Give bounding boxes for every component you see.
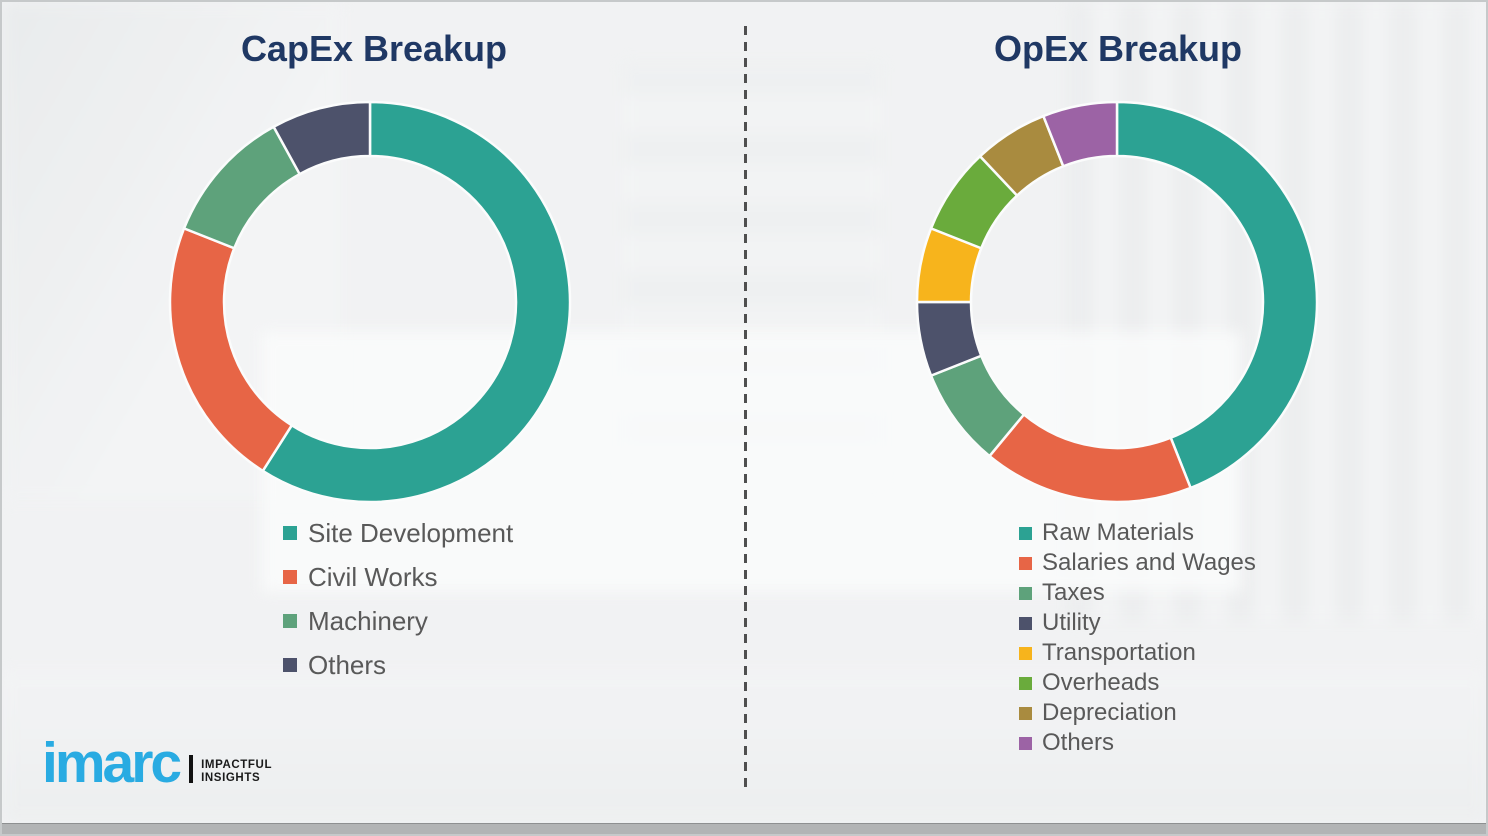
legend-label: Site Development (308, 517, 514, 548)
capex-legend: Site Development Civil Works Machinery O… (283, 511, 513, 687)
legend-label: Taxes (1042, 579, 1105, 606)
legend-label: Depreciation (1042, 699, 1177, 726)
legend-swatch-icon (1019, 676, 1032, 690)
legend-item: Overheads (1019, 668, 1256, 698)
legend-swatch-icon (1019, 616, 1032, 630)
legend-label: Raw Materials (1042, 519, 1195, 546)
legend-swatch-icon (1019, 556, 1032, 570)
legend-swatch-icon (283, 526, 297, 540)
donut-segment-raw-materials (1115, 100, 1319, 490)
bottom-frame-bar (2, 823, 1486, 834)
legend-swatch-icon (283, 614, 297, 628)
donut-segment-others (1042, 100, 1119, 168)
legend-label: Civil Works (308, 561, 438, 592)
donut-segment-others (272, 100, 372, 176)
imarc-logo-text: imarc (42, 731, 182, 795)
legend-item: Machinery (283, 599, 513, 643)
legend-item: Others (283, 643, 513, 687)
legend-item: Civil Works (283, 555, 513, 599)
legend-swatch-icon (283, 570, 297, 584)
legend-label: Utility (1042, 609, 1101, 636)
legend-item: Others (1019, 728, 1256, 758)
logo-divider-bar (189, 755, 194, 783)
legend-label: Overheads (1042, 669, 1160, 696)
opex-legend: Raw Materials Salaries and Wages Taxes U… (1019, 518, 1256, 758)
imarc-logo: imarc IMPACTFUL INSIGHTS (42, 731, 272, 795)
legend-item: Depreciation (1019, 698, 1256, 728)
capex-chart-title: CapEx Breakup (240, 28, 508, 69)
legend-item: Transportation (1019, 638, 1256, 668)
legend-swatch-icon (1019, 646, 1032, 660)
legend-swatch-icon (1019, 706, 1032, 720)
legend-item: Site Development (283, 511, 513, 555)
background-texture (622, 62, 882, 482)
legend-label: Machinery (308, 605, 428, 636)
legend-item: Utility (1019, 608, 1256, 638)
opex-donut-chart (915, 100, 1319, 504)
legend-item: Raw Materials (1019, 518, 1256, 548)
legend-label: Others (308, 649, 387, 680)
legend-item: Salaries and Wages (1019, 548, 1256, 578)
logo-tagline-line1: IMPACTFUL (201, 759, 273, 771)
legend-swatch-icon (1019, 586, 1032, 600)
logo-tagline: IMPACTFUL INSIGHTS (201, 759, 272, 791)
legend-swatch-icon (283, 658, 297, 672)
donut-segment-civil-works (168, 227, 294, 473)
legend-item: Taxes (1019, 578, 1256, 608)
legend-label: Transportation (1042, 639, 1196, 666)
dashed-divider-line (744, 26, 747, 792)
donut-segment-salaries-and-wages (988, 413, 1192, 504)
legend-label: Salaries and Wages (1042, 549, 1256, 576)
donut-segment-site-development (261, 100, 572, 504)
opex-chart-title: OpEx Breakup (993, 28, 1243, 69)
capex-donut-chart (168, 100, 572, 504)
legend-swatch-icon (1019, 736, 1032, 750)
legend-label: Others (1042, 729, 1115, 756)
legend-swatch-icon (1019, 526, 1032, 540)
logo-tagline-line2: INSIGHTS (201, 772, 261, 784)
